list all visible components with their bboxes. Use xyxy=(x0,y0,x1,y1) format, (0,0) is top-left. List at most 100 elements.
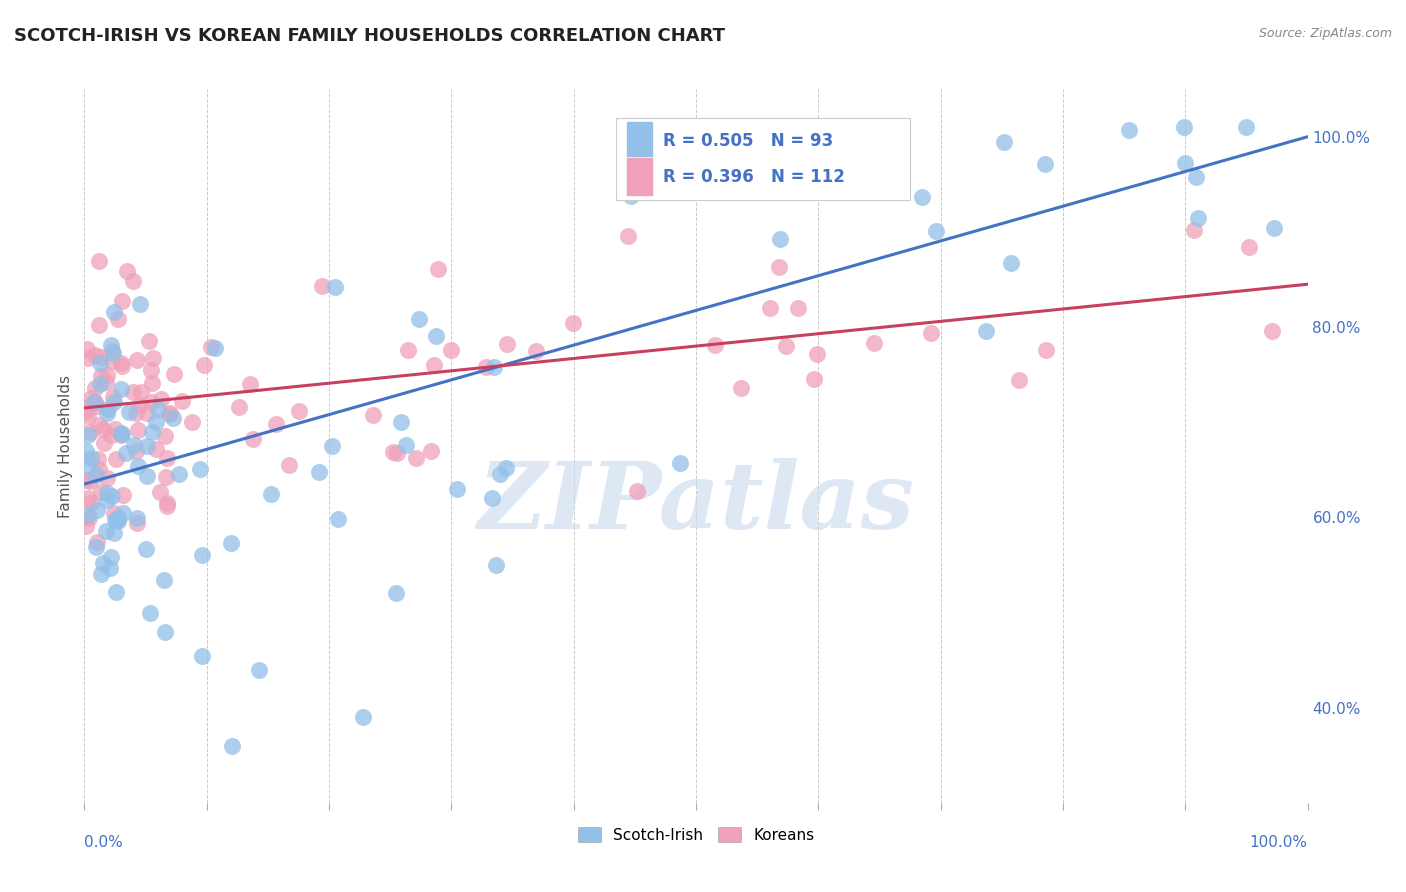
Point xyxy=(96,470,118,484)
Point xyxy=(145,415,167,429)
Point xyxy=(127,423,149,437)
Point xyxy=(925,224,948,238)
Point xyxy=(94,524,117,538)
Point xyxy=(381,445,404,459)
Text: 0.0%: 0.0% xyxy=(84,835,124,850)
Point xyxy=(396,343,419,358)
Point xyxy=(112,506,135,520)
Point xyxy=(219,536,242,550)
Point xyxy=(103,506,125,520)
Point xyxy=(419,443,441,458)
Point xyxy=(188,462,211,476)
Point xyxy=(920,326,942,340)
Point xyxy=(408,311,430,326)
Point xyxy=(730,381,752,395)
Point xyxy=(758,301,780,315)
Point xyxy=(75,444,97,458)
Point xyxy=(221,739,243,753)
Point xyxy=(288,404,311,418)
Point xyxy=(775,339,797,353)
Point xyxy=(153,429,176,443)
Point xyxy=(83,381,105,395)
Y-axis label: Family Households: Family Households xyxy=(58,375,73,517)
Point xyxy=(110,382,132,396)
Point xyxy=(1187,211,1209,225)
Point xyxy=(84,348,107,362)
Point xyxy=(77,491,100,505)
Point xyxy=(150,392,173,406)
Point xyxy=(75,404,97,418)
Point xyxy=(668,456,690,470)
Point xyxy=(141,363,163,377)
Point xyxy=(83,395,105,409)
Point xyxy=(385,446,408,460)
Point xyxy=(495,461,517,475)
Point xyxy=(87,254,110,268)
Point xyxy=(446,482,468,496)
Point xyxy=(481,491,503,505)
Point xyxy=(101,390,124,404)
Point xyxy=(142,351,165,365)
Point xyxy=(100,428,122,442)
Point xyxy=(405,450,427,465)
Point xyxy=(96,368,118,383)
Point xyxy=(172,394,194,409)
Point xyxy=(974,325,997,339)
Point xyxy=(148,402,170,417)
Point xyxy=(837,177,859,191)
Point xyxy=(264,417,287,431)
Point xyxy=(1035,343,1057,357)
Point xyxy=(136,469,159,483)
Point xyxy=(159,406,181,420)
Point xyxy=(475,359,498,374)
Point xyxy=(311,279,333,293)
Point xyxy=(488,467,510,482)
Text: 100.0%: 100.0% xyxy=(1250,835,1308,850)
Point xyxy=(620,189,643,203)
Point xyxy=(84,468,107,483)
Point xyxy=(193,358,215,372)
Point xyxy=(110,428,132,442)
Point xyxy=(135,541,157,556)
Point xyxy=(96,486,118,500)
Text: SCOTCH-IRISH VS KOREAN FAMILY HOUSEHOLDS CORRELATION CHART: SCOTCH-IRISH VS KOREAN FAMILY HOUSEHOLDS… xyxy=(14,27,725,45)
Point xyxy=(79,475,101,489)
Point xyxy=(911,190,934,204)
Point xyxy=(105,585,128,599)
Point xyxy=(80,451,103,466)
Point xyxy=(135,439,157,453)
Point xyxy=(204,341,226,355)
Point xyxy=(87,418,110,433)
Point xyxy=(768,260,790,275)
Point xyxy=(121,275,143,289)
FancyBboxPatch shape xyxy=(616,118,910,200)
Point xyxy=(76,342,98,356)
Point xyxy=(100,549,122,564)
Point xyxy=(361,408,384,422)
Point xyxy=(104,422,127,436)
Point xyxy=(326,512,349,526)
Point xyxy=(87,462,110,476)
Point xyxy=(93,422,115,436)
Point xyxy=(87,451,110,466)
Point xyxy=(115,446,138,460)
Point xyxy=(86,503,108,517)
Point xyxy=(111,488,134,502)
Point xyxy=(121,384,143,399)
Point xyxy=(617,228,640,243)
Point xyxy=(110,356,132,370)
Point xyxy=(242,432,264,446)
Point xyxy=(91,556,114,570)
Point xyxy=(993,135,1015,149)
Point xyxy=(77,351,100,365)
Point xyxy=(135,406,157,420)
Point xyxy=(425,329,447,343)
Point xyxy=(96,406,118,420)
Point xyxy=(89,377,111,392)
Point xyxy=(105,452,128,467)
Point xyxy=(260,487,283,501)
Point xyxy=(94,375,117,389)
Point xyxy=(77,511,100,525)
Point xyxy=(321,439,343,453)
Point xyxy=(141,425,163,440)
